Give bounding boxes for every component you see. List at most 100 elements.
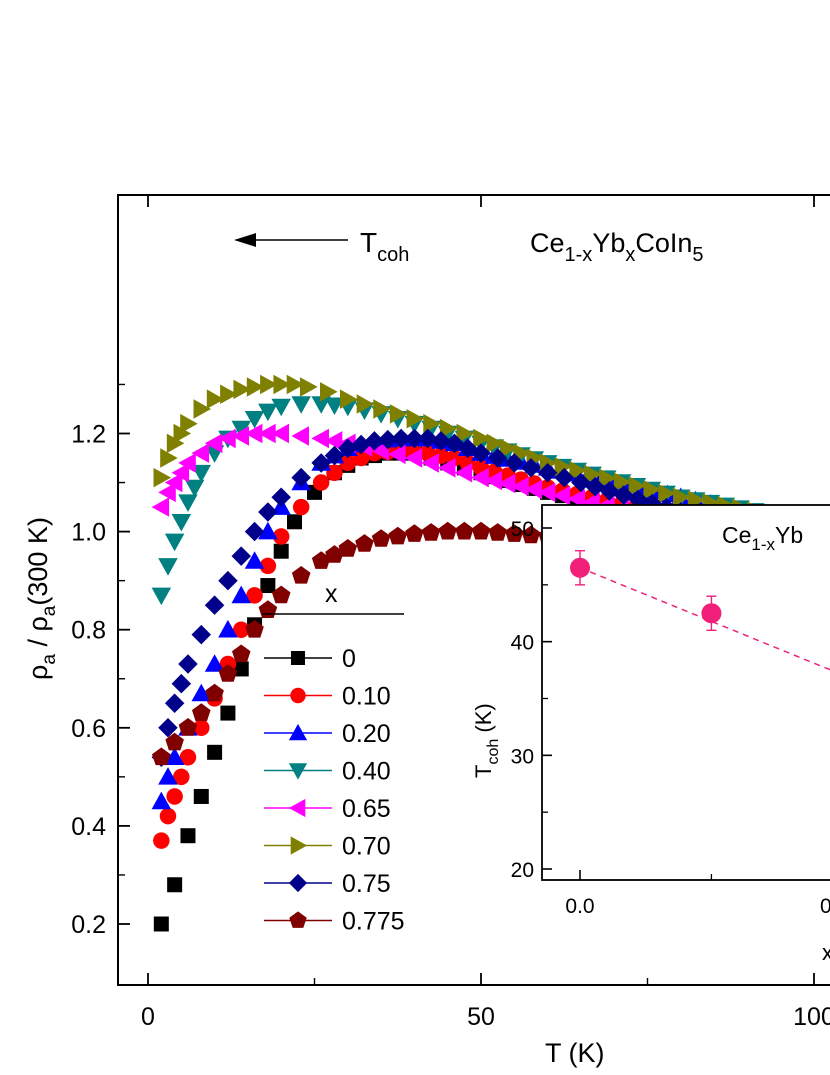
x-axis-title: T (K) [545,1038,605,1068]
x-tick-label: 100 [793,1003,830,1031]
y-tick-label: 0.8 [71,617,106,645]
data-point-0.70 [153,467,172,488]
y-axis-title: ρa / ρa(300 K) [23,517,60,680]
main-axes [117,194,830,986]
data-point-0.775 [232,644,251,663]
tcoh-annotation: Tcoh [234,227,409,266]
data-point-0.70 [286,374,305,395]
data-point-0.65 [537,482,556,503]
data-point-0.65 [471,467,489,488]
data-point-0.10 [193,719,210,737]
y-tick-label: 1.2 [71,421,106,449]
data-point-0.20 [191,683,211,702]
data-point-0.75 [391,428,411,449]
data-point-0.65 [171,463,190,483]
main-ticks: 0501001502000.20.40.60.81.01.2 [71,195,830,1031]
inset-y-axis-title: Tcoh (K) [471,703,502,778]
data-point-0.70 [554,457,573,477]
y-tick-label: 1.0 [71,519,106,547]
data-point-0.65 [567,489,585,509]
y-tick-label: 0.4 [71,813,106,841]
data-point-0.75 [324,445,345,466]
legend-entry-0.70: 0.70 [264,833,391,861]
data-point-0.65 [178,453,196,473]
inset-chart: 0.0 0.20 20 30 40 50 Ce1-xYb Tcoh (K) x [471,504,830,965]
data-point-0.775 [311,551,331,569]
legend: x 0 0.10 0.20 0.40 0.65 0.70 0.75 0.775 [262,580,405,936]
data-point-0.775 [455,521,474,540]
data-point-0.10 [166,788,183,805]
data-point-0.775 [405,524,424,542]
inset-x-tick-label: 0.2 [828,895,830,918]
data-point-0.70 [356,394,375,414]
data-point-0.20 [258,521,278,540]
inset-y-tick-label: 20 [511,859,534,882]
data-point-0.70 [273,374,291,395]
data-point-0.70 [373,399,391,419]
data-point-0.775 [178,718,198,736]
data-point-0.75 [311,453,331,473]
data-point-0.75 [291,467,311,488]
data-point-0.40 [158,558,178,576]
data-point-0.70 [300,377,318,397]
data-point-0.65 [164,472,183,493]
data-point-0.775 [271,585,291,604]
data-point-0.65 [484,470,503,491]
data-point-0.75 [418,428,438,449]
inset-y-tick-label: 40 [511,632,534,655]
data-point-0.65 [404,448,423,468]
data-point-0.75 [244,521,265,542]
data-point-0.775 [388,526,407,545]
data-point-0.20 [158,767,178,785]
data-point-0.75 [521,458,541,478]
data-point-0.75 [431,431,451,451]
data-point-0.10 [232,621,250,638]
legend-marker [291,651,305,665]
data-point-0.20 [204,654,225,672]
data-point-0.10 [159,807,177,825]
data-point-0.75 [364,431,385,451]
data-point-0.40 [164,533,185,552]
data-point-0.70 [473,428,491,449]
data-point-0.70 [643,479,661,500]
data-point-0.40 [184,479,205,498]
data-point-0.775 [521,525,541,544]
data-point-0.70 [439,418,458,439]
data-point-0.70 [673,487,691,507]
data-point-0.775 [421,523,441,541]
legend-marker [288,798,306,818]
data-point-0.70 [584,464,602,485]
data-point-0.75 [231,546,251,566]
data-point-0 [287,514,303,530]
data-point-0.70 [499,438,518,458]
data-point-0.70 [389,404,408,424]
inset-data-point [701,603,722,624]
data-point-0.10 [292,498,310,516]
data-point-0.775 [205,683,224,702]
data-point-0.75 [571,472,591,493]
data-point-0.775 [291,566,311,584]
data-point-0.775 [471,521,491,540]
data-point-0.65 [218,428,236,449]
legend-label: 0.70 [342,833,391,861]
legend-marker [288,873,308,893]
data-point-0.20 [164,747,185,765]
legend-marker [289,911,307,928]
data-point-0.70 [206,389,225,409]
data-point-0.70 [320,382,338,402]
inset-series [570,550,830,671]
data-point-0.65 [191,443,210,463]
data-point-0.75 [218,570,238,591]
tcoh-label: Tcoh [360,227,409,266]
data-point-0.65 [231,426,249,446]
data-point-0.40 [291,396,311,414]
data-point-0.40 [191,464,211,483]
data-point-0.70 [628,476,647,496]
data-point-0.10 [312,474,330,491]
data-point-0.75 [158,718,178,738]
data-point-0.75 [599,481,620,501]
data-point-0.70 [340,389,358,409]
data-point-0.40 [271,398,291,417]
data-point-0.65 [511,476,529,497]
data-point-0.75 [471,443,491,463]
